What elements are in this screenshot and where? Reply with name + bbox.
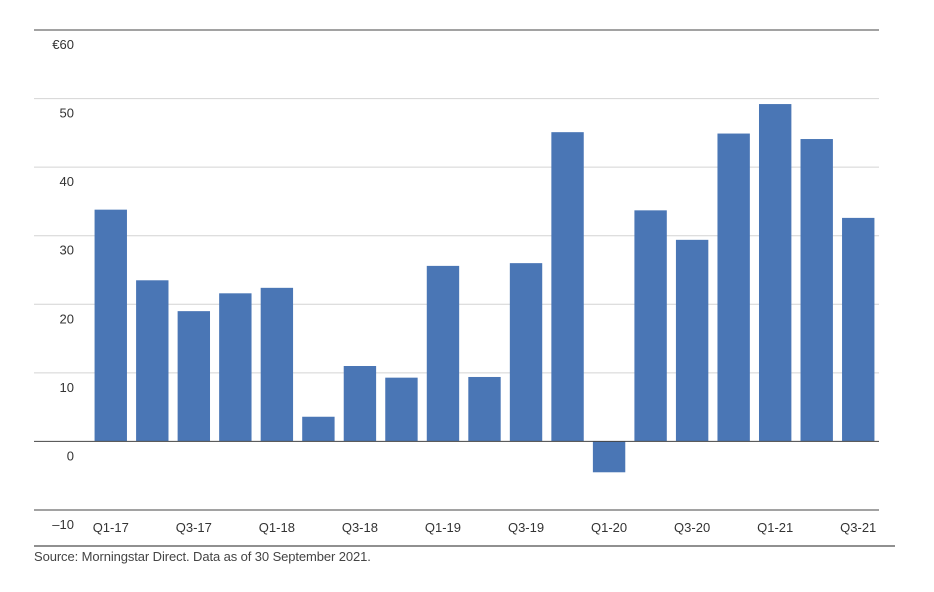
bar: Q1-21: 49.2 [758,104,792,442]
x-tick-label: Q1-21 [757,520,793,535]
bar: Q1-19: 25.6 [426,265,460,442]
x-axis-tick-labels: Q1-17 Q3-17 Q1-18 Q3-18 Q1-19 Q3-19 Q1-20 Q3-20… [93,520,877,535]
bars: Q1-17: 33.8 Q2-17: 23.5Q3-17: 19Q4-17: 21… [94,104,875,473]
x-tick-label: Q3-18 [342,520,378,535]
y-tick-label: 30 [60,243,74,258]
x-tick-label: Q3-20 [674,520,710,535]
y-tick-label: 20 [60,311,74,326]
bar: Q2-21: 44.1 [800,139,833,442]
bar: Q2-17: 23.5 [136,280,169,442]
y-tick-label: 40 [60,174,74,189]
bar: Q1-20: -4.5 [592,441,626,473]
bar: Q4-19: 45.1 [551,132,584,442]
bar: Q3-19: 26 [509,263,543,442]
bar: Q4-18: 9.3 [385,377,418,442]
bar: Q3-18: 11 [343,366,377,442]
y-axis-tick-labels: €60 50 40 30 20 10 0 –10 [52,37,74,532]
bar: Q1-17: 33.8 [94,209,127,442]
bar: Q4-17: 21.6 [219,293,252,442]
bar: Q2-18: 3.6 [302,416,335,442]
x-tick-label: Q1-17 [93,520,129,535]
x-tick-label: Q1-20 [591,520,627,535]
x-tick-label: Q1-18 [259,520,295,535]
bar: Q2-20: 33.7 [634,210,667,442]
x-tick-label: Q1-19 [425,520,461,535]
bar: Q1-18: 22.4 [260,287,294,442]
x-tick-label: Q3-19 [508,520,544,535]
x-tick-label: Q3-21 [840,520,876,535]
bar: Q3-21: 32.6 [842,217,875,442]
bar: Q2-19: 9.4 [468,376,501,442]
y-tick-label: 0 [67,448,74,463]
source-note: Source: Morningstar Direct. Data as of 3… [34,549,371,564]
bar: Q3-17: 19 [177,311,211,442]
bar: Q4-20: 44.9 [717,133,750,442]
y-tick-label: 50 [60,106,74,121]
y-tick-label: €60 [52,37,74,52]
y-tick-label: –10 [52,517,74,532]
bar: Q3-20: 29.4 [675,239,709,442]
x-tick-label: Q3-17 [176,520,212,535]
y-tick-label: 10 [60,380,74,395]
